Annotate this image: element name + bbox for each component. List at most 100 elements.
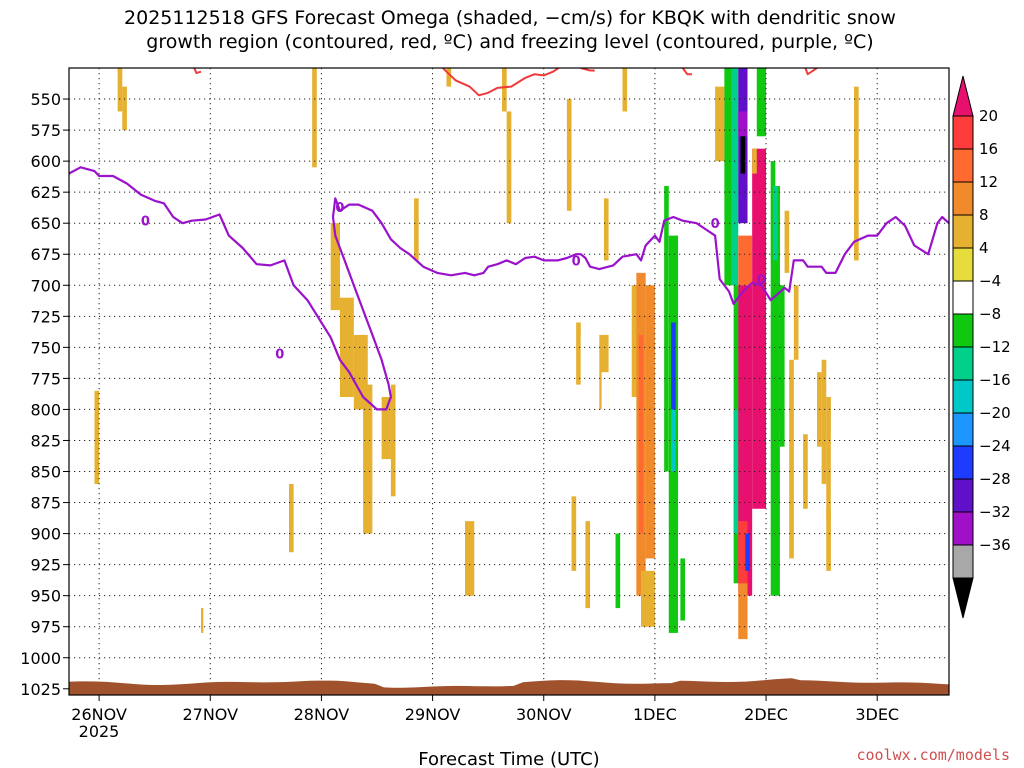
colorbar-swatch xyxy=(952,181,974,216)
omega-cell xyxy=(390,384,396,497)
colorbar-label: −28 xyxy=(979,470,1011,488)
y-tick-label: 575 xyxy=(30,121,61,140)
omega-cell xyxy=(752,148,767,509)
omega-cell xyxy=(680,558,685,621)
colorbar-swatch xyxy=(952,445,974,480)
plot-frame xyxy=(68,67,950,696)
omega-cell xyxy=(85,533,93,640)
contour-label: 0 xyxy=(757,273,766,288)
omega-cell xyxy=(270,173,276,385)
colorbar-swatch xyxy=(952,115,974,150)
y-tick-label: 850 xyxy=(30,463,61,482)
omega-cell xyxy=(659,74,665,112)
omega-cell xyxy=(779,285,785,447)
y-tick-label: 925 xyxy=(30,556,61,575)
omega-cell xyxy=(779,434,790,609)
colorbar-swatch xyxy=(952,379,974,414)
y-tick-label: 625 xyxy=(30,183,61,202)
x-tick-label: 30NOV xyxy=(516,705,572,724)
omega-cell xyxy=(645,86,653,149)
omega-cell xyxy=(465,521,475,596)
x-tick-label: 26NOV xyxy=(71,705,127,724)
dendritic-growth-contours xyxy=(193,68,818,97)
omega-cell xyxy=(228,210,234,329)
y-axis: 550 575 600 625 650 675 700 725 750 775 800 825 850 8… xyxy=(20,90,69,699)
omega-cell xyxy=(793,285,799,360)
colorbar-swatch xyxy=(952,478,974,513)
omega-cell xyxy=(733,409,739,534)
y-tick-label: 550 xyxy=(30,90,61,109)
omega-cell xyxy=(641,570,655,627)
omega-cell xyxy=(492,608,498,640)
omega-cell xyxy=(414,198,419,261)
omega-cell xyxy=(784,210,790,273)
omega-cell xyxy=(585,521,591,609)
grid-lines xyxy=(69,68,949,695)
omega-cell xyxy=(312,68,317,168)
colorbar-label: 20 xyxy=(979,107,998,125)
omega-cell xyxy=(622,68,628,112)
dendritic-contour-line xyxy=(441,68,561,97)
omega-cell xyxy=(775,123,780,186)
omega-cell xyxy=(381,397,391,460)
omega-cell xyxy=(830,434,836,633)
omega-cell xyxy=(738,111,748,137)
colorbar-label: −12 xyxy=(979,338,1011,356)
omega-cell xyxy=(729,359,734,509)
omega-cell xyxy=(330,223,340,311)
omega-cell xyxy=(715,86,725,162)
omega-cell xyxy=(566,99,572,211)
omega-cell xyxy=(571,310,577,410)
colorbar-swatch xyxy=(952,412,974,447)
colorbar: 20 16 12 8 4 −4 −8 −12 −16 −20 −24 −28 −32 −36 xyxy=(952,75,1011,619)
omega-cell xyxy=(849,68,855,298)
omega-cell xyxy=(506,111,512,224)
dendritic-contour-line xyxy=(580,68,595,72)
omega-cell xyxy=(196,483,201,602)
y-tick-label: 975 xyxy=(30,618,61,637)
colorbar-label: 4 xyxy=(979,239,989,257)
colorbar-label: 12 xyxy=(979,173,998,191)
colorbar-swatch xyxy=(952,346,974,381)
omega-cell xyxy=(590,359,595,447)
omega-cell xyxy=(687,86,692,149)
chart-title-line2: growth region (contoured, red, ºC) and f… xyxy=(146,31,873,53)
omega-cell xyxy=(731,68,739,286)
colorbar-label: −20 xyxy=(979,404,1011,422)
omega-cell xyxy=(671,322,676,410)
y-tick-label: 825 xyxy=(30,431,61,450)
contour-label: 0 xyxy=(335,201,344,216)
contour-label: 0 xyxy=(711,217,720,232)
omega-cell xyxy=(228,68,234,118)
x-tick-label: 3DEC xyxy=(855,705,899,724)
colorbar-label: −32 xyxy=(979,503,1011,521)
omega-cell xyxy=(94,68,102,168)
contour-label: 0 xyxy=(572,254,581,269)
x-tick-label: 28NOV xyxy=(294,705,350,724)
omega-cell xyxy=(502,68,507,112)
x-axis: 26NOV 27NOV 28NOV 29NOV 30NOV 1DEC 2DEC 3DEC xyxy=(71,695,899,724)
colorbar-bottom-arrow xyxy=(952,577,974,619)
freezing-level-line xyxy=(69,166,949,411)
y-tick-label: 675 xyxy=(30,245,61,264)
omega-cell xyxy=(654,148,660,211)
omega-cell xyxy=(821,359,827,484)
x-axis-year-label: 2025 xyxy=(79,722,120,741)
omega-cell xyxy=(671,409,676,472)
omega-cell xyxy=(738,235,753,286)
terrain-polygon xyxy=(69,678,949,695)
y-tick-label: 750 xyxy=(30,338,61,357)
colorbar-label: −8 xyxy=(979,305,1001,323)
omega-cell xyxy=(826,508,831,571)
omega-shading xyxy=(85,68,859,646)
dendritic-contour-line xyxy=(804,68,818,76)
omega-cell xyxy=(803,434,808,509)
contour-label: 0 xyxy=(141,215,150,230)
omega-cell xyxy=(534,68,540,149)
contour-label: 0 xyxy=(275,348,284,363)
colorbar-swatch xyxy=(952,214,974,249)
colorbar-swatch xyxy=(952,280,974,315)
watermark: coolwx.com/models xyxy=(856,746,1010,764)
colorbar-label: −36 xyxy=(979,536,1011,554)
omega-cell xyxy=(601,372,609,410)
